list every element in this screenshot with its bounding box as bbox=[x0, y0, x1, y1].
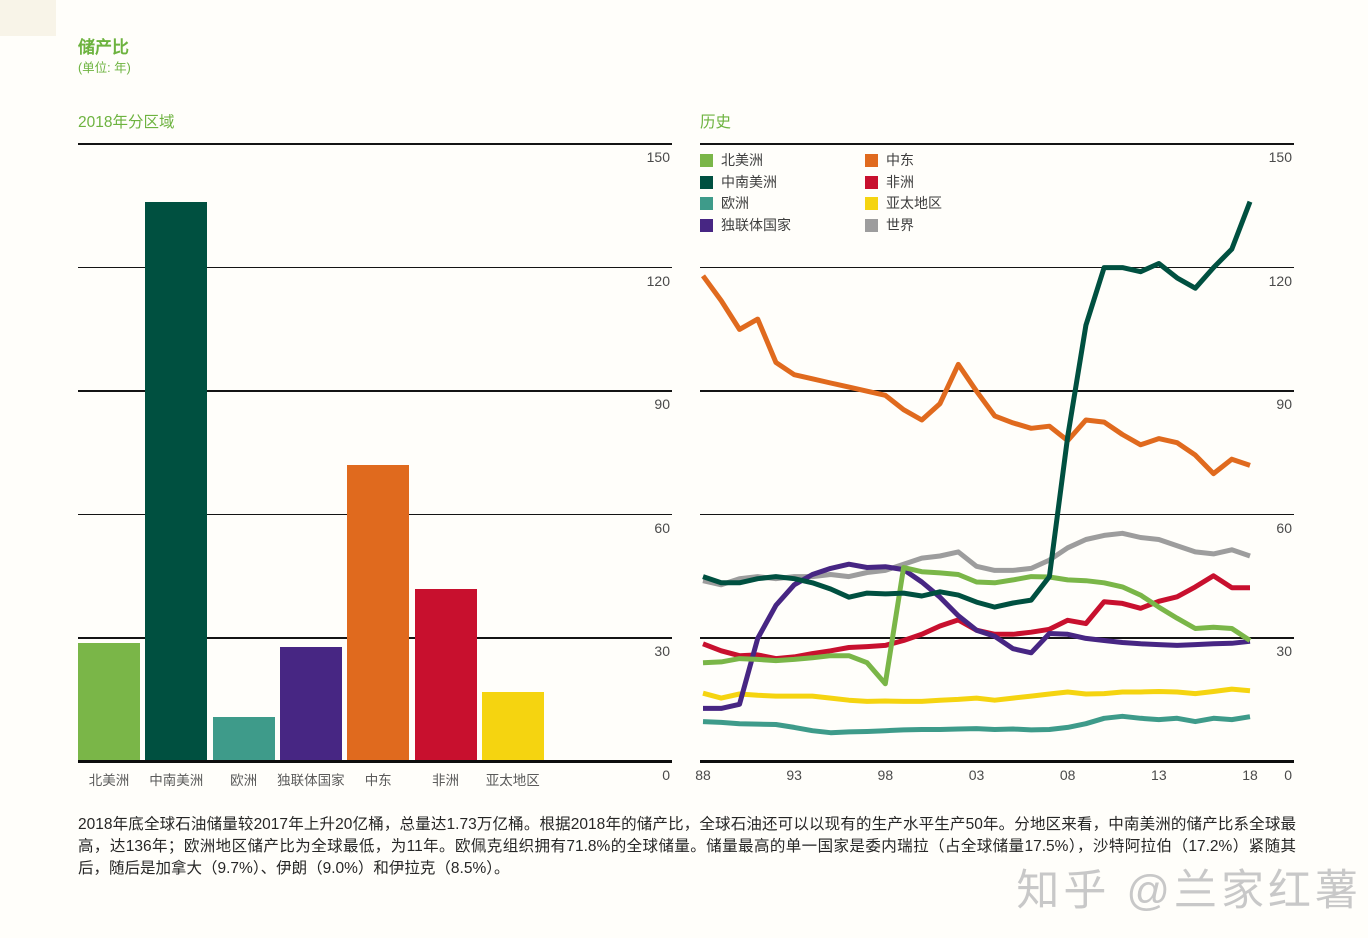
legend-item-亚太地区: 亚太地区 bbox=[865, 193, 942, 211]
gridline-60 bbox=[700, 513, 1294, 516]
gridline-90 bbox=[78, 390, 672, 392]
legend-label: 非洲 bbox=[886, 173, 914, 190]
y-tick-label: 0 bbox=[662, 767, 670, 783]
category-label: 中东 bbox=[364, 773, 392, 788]
legend-swatch-icon bbox=[865, 154, 878, 167]
x-tick-label: 08 bbox=[1059, 767, 1076, 783]
gridline-150 bbox=[78, 143, 672, 146]
y-tick-label: 60 bbox=[1276, 519, 1292, 536]
category-label: 中南美洲 bbox=[149, 773, 204, 788]
bar-北美洲 bbox=[78, 642, 140, 762]
line-独联体国家 bbox=[703, 561, 1251, 711]
legend-label: 中东 bbox=[886, 152, 914, 168]
legend-item-北美洲: 北美洲 bbox=[700, 150, 763, 168]
legend-label: 欧洲 bbox=[721, 195, 749, 211]
bar-chart-2018: 0 30 60 90 120 150 北美洲 中南美洲 欧洲 独联体国家 中东 非洲 亚太地区 bbox=[78, 143, 672, 788]
legend-label: 亚太地区 bbox=[886, 195, 942, 211]
x-axis-line bbox=[78, 760, 672, 763]
x-tick-label: 18 bbox=[1242, 767, 1258, 783]
summary-paragraph: 2018年底全球石油储量较2017年上升20亿桶，总量达1.73万亿桶。根据20… bbox=[78, 816, 1296, 877]
category-label: 非洲 bbox=[432, 773, 459, 788]
category-label: 亚太地区 bbox=[485, 773, 540, 788]
y-tick-label: 30 bbox=[1276, 643, 1292, 660]
bar-中东 bbox=[347, 465, 410, 762]
gridline-90 bbox=[700, 390, 1294, 392]
legend-item-欧洲: 欧洲 bbox=[700, 193, 749, 211]
y-tick-label: 150 bbox=[1268, 149, 1292, 165]
legend-swatch-icon bbox=[700, 197, 713, 210]
category-label: 独联体国家 bbox=[277, 773, 345, 788]
legend-label: 北美洲 bbox=[721, 152, 763, 168]
bar-非洲 bbox=[414, 588, 477, 762]
line-中东 bbox=[700, 274, 1251, 477]
legend-label: 世界 bbox=[886, 216, 914, 233]
line-chart-history: 0 30 60 90 120 150 88 93 98 03 08 13 18 北美洲中南美洲欧洲独联体国… bbox=[695, 143, 1294, 783]
gridline-120 bbox=[700, 266, 1294, 269]
gridline-150 bbox=[700, 143, 1294, 146]
x-axis-line bbox=[700, 760, 1294, 763]
legend-item-中东: 中东 bbox=[865, 150, 914, 168]
legend-item-非洲: 非洲 bbox=[865, 172, 914, 190]
y-tick-label: 90 bbox=[1276, 396, 1292, 413]
x-tick-label: 98 bbox=[877, 767, 894, 783]
x-tick-label: 93 bbox=[786, 767, 802, 783]
y-tick-label: 120 bbox=[646, 272, 670, 289]
x-tick-label: 13 bbox=[1151, 767, 1167, 783]
scan-corner-patch bbox=[0, 0, 56, 36]
bar-chart-title: 2018年分区域 bbox=[78, 114, 175, 131]
y-tick-label: 90 bbox=[654, 396, 670, 413]
legend-swatch-icon bbox=[865, 197, 878, 210]
line-chart-title: 历史 bbox=[700, 114, 732, 131]
bar-欧洲 bbox=[212, 716, 275, 762]
legend-swatch-icon bbox=[700, 218, 713, 232]
line-北美洲 bbox=[702, 565, 1252, 687]
category-label: 欧洲 bbox=[230, 773, 258, 788]
line-中南美洲 bbox=[702, 200, 1253, 610]
line-series-canvas bbox=[700, 200, 1253, 736]
legend-item-独联体国家: 独联体国家 bbox=[700, 215, 791, 233]
legend-item-中南美洲: 中南美洲 bbox=[700, 172, 777, 190]
y-tick-label: 0 bbox=[1284, 767, 1292, 783]
x-tick-label: 03 bbox=[968, 767, 985, 783]
line-欧洲 bbox=[702, 713, 1251, 736]
bar-中南美洲 bbox=[145, 201, 208, 762]
bar-亚太地区 bbox=[481, 691, 544, 762]
watermark: 知乎 @兰家红薯 bbox=[1016, 867, 1362, 915]
bar-独联体国家 bbox=[279, 646, 342, 762]
page-header: 储产比 (单位: 年) bbox=[78, 38, 131, 76]
y-tick-label: 60 bbox=[654, 519, 670, 536]
y-tick-label: 120 bbox=[1268, 272, 1292, 289]
legend-swatch-icon bbox=[865, 218, 878, 232]
x-tick-label: 88 bbox=[695, 767, 711, 783]
legend-swatch-icon bbox=[700, 154, 713, 167]
y-tick-label: 150 bbox=[646, 149, 670, 165]
page-title: 储产比 bbox=[78, 38, 129, 57]
legend-swatch-icon bbox=[700, 175, 713, 189]
legend-swatch-icon bbox=[865, 175, 878, 189]
line-亚太地区 bbox=[702, 686, 1251, 704]
legend-item-世界: 世界 bbox=[865, 215, 914, 233]
legend-label: 独联体国家 bbox=[721, 216, 791, 233]
legend-label: 中南美洲 bbox=[721, 173, 777, 190]
gridline-120 bbox=[78, 266, 672, 269]
unit-note: (单位: 年) bbox=[78, 61, 131, 75]
category-label: 北美洲 bbox=[88, 773, 130, 788]
y-tick-label: 30 bbox=[654, 643, 670, 660]
